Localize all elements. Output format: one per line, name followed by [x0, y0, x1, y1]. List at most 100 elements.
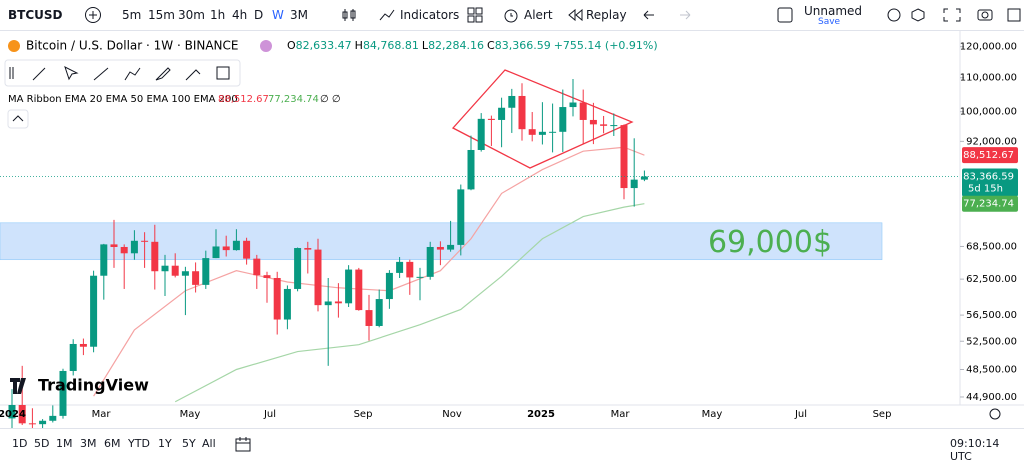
candle-body	[273, 277, 281, 320]
candle-body	[579, 102, 587, 120]
y-tick-label: 100,000.00	[960, 107, 1017, 118]
candle-body	[406, 261, 414, 278]
alert-button[interactable]: Alert	[524, 8, 553, 22]
candle-body	[253, 258, 261, 276]
undo-redo[interactable]	[640, 6, 700, 24]
watermark: TradingView	[38, 376, 149, 395]
price-tag	[962, 147, 1018, 164]
candle-body	[304, 248, 312, 250]
collapse-legend[interactable]	[7, 109, 29, 129]
clock: 09:10:14 UTC	[950, 437, 1000, 463]
candle-body	[324, 301, 332, 306]
ma-value-1: 88,512.67	[218, 94, 269, 105]
candle-body	[345, 269, 353, 304]
templates[interactable]	[466, 6, 484, 24]
x-tick-label: May	[180, 409, 201, 420]
tv-logo-mark	[10, 378, 26, 394]
candle-body	[181, 271, 189, 276]
range-button[interactable]: YTD	[128, 437, 150, 450]
ma-value-rest: ∅ ∅	[320, 94, 341, 105]
replay-button[interactable]: Replay	[586, 8, 627, 22]
close-value: 83,366.59	[495, 39, 551, 52]
interval-button[interactable]: 5m	[122, 8, 142, 22]
logo-badge	[260, 40, 272, 52]
countdown: 5d 15h	[968, 183, 1003, 194]
interval-button[interactable]: W	[272, 8, 284, 22]
drawing-toolbar	[4, 59, 241, 87]
candle-body	[212, 246, 220, 259]
right-icons	[887, 8, 1021, 22]
interval-button[interactable]: D	[254, 8, 264, 22]
interval-button[interactable]: 1h	[210, 8, 226, 22]
top-toolbar: BTCUSD 5m 15m 30m 1h 4h D W 3M Indicators Alert…	[0, 0, 1024, 31]
high-key: H	[355, 39, 363, 52]
candle-body	[549, 131, 557, 133]
interval-button[interactable]: 4h	[232, 8, 248, 22]
candle-body	[141, 240, 149, 242]
low-key: L	[422, 39, 429, 52]
x-tick-label: Jul	[263, 409, 276, 420]
chart-type[interactable]	[340, 6, 358, 24]
indicators-button[interactable]: Indicators	[400, 8, 460, 22]
candle-body	[110, 244, 118, 247]
candle-body	[151, 241, 159, 272]
replay-icon	[568, 8, 583, 22]
zone-label: 69,000$	[708, 225, 832, 260]
axis-settings[interactable]	[989, 408, 1001, 420]
candle-body	[416, 276, 424, 278]
candle-body	[263, 275, 271, 278]
symbol-search[interactable]: BTCUSD	[8, 8, 63, 22]
candle-body	[100, 244, 108, 276]
candle-body	[426, 246, 434, 277]
candle-body	[467, 149, 475, 190]
candle-body	[120, 246, 128, 254]
candle-body	[232, 240, 240, 251]
alert-icon	[504, 9, 518, 23]
range-button[interactable]: 6M	[104, 437, 121, 450]
btc-logo	[8, 40, 20, 52]
layout-checkbox[interactable]	[776, 6, 794, 24]
range-button[interactable]: 1D	[12, 437, 28, 450]
indicators-icon	[379, 9, 395, 21]
candle-body	[243, 240, 251, 259]
diamond-pattern-drawing[interactable]	[451, 69, 634, 169]
interval-button[interactable]: 30m	[178, 8, 205, 22]
candle-body	[375, 299, 383, 326]
open-value: 82,633.47	[296, 39, 352, 52]
candle-body	[630, 179, 638, 189]
price-tag-label: 77,234.74	[963, 199, 1014, 210]
x-tick-label: Nov	[442, 409, 462, 420]
y-tick-label: 62,500.00	[966, 274, 1017, 285]
candle-body	[365, 310, 373, 326]
candle-body	[528, 129, 536, 135]
interval-button[interactable]: 15m	[148, 8, 175, 22]
layout-name[interactable]: Unnamed	[804, 4, 863, 18]
date-range[interactable]	[234, 435, 252, 453]
range-button[interactable]: 5Y	[182, 437, 196, 450]
y-tick-label: 110,000.00	[960, 73, 1017, 84]
close-key: C	[487, 39, 495, 52]
high-value: 84,768.81	[363, 39, 419, 52]
interval-button[interactable]: 3M	[290, 8, 308, 22]
legend-title: Bitcoin / U.S. Dollar · 1W · BINANCE	[26, 39, 238, 53]
candle-body	[69, 343, 77, 371]
y-tick-label: 48,500.00	[966, 364, 1017, 375]
drawing-tools[interactable]	[9, 66, 230, 81]
price-tag-label: 83,366.59	[963, 171, 1014, 182]
range-button[interactable]: All	[202, 437, 216, 450]
y-tick-label: 92,000.00	[966, 136, 1017, 147]
add-symbol[interactable]	[84, 6, 102, 24]
candle-body	[538, 131, 546, 135]
range-button[interactable]: 3M	[80, 437, 97, 450]
y-tick-label: 52,500.00	[966, 336, 1017, 347]
candle-body	[589, 119, 597, 125]
range-button[interactable]: 5D	[34, 437, 50, 450]
candle-body	[283, 288, 291, 320]
candle-body	[487, 118, 495, 120]
candle-body	[640, 176, 648, 180]
range-button[interactable]: 1M	[56, 437, 73, 450]
range-button[interactable]: 1Y	[158, 437, 172, 450]
save-button[interactable]: Save	[818, 17, 841, 27]
candle-body	[620, 125, 628, 189]
candle-body	[385, 272, 393, 300]
